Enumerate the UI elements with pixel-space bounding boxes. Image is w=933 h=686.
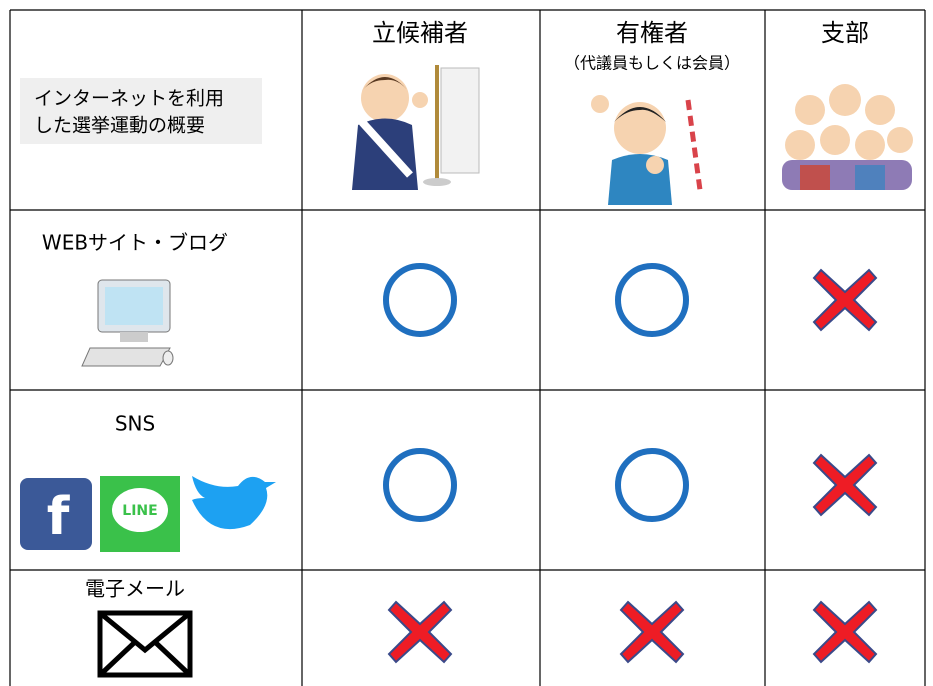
cross-shape	[619, 600, 685, 664]
not-allowed-mark	[619, 600, 685, 664]
cross-shape	[812, 600, 878, 664]
candidate-illustration	[352, 65, 480, 190]
row-label: SNS	[115, 412, 155, 436]
voter-illustration	[591, 95, 703, 205]
title-line: した選挙運動の概要	[34, 115, 205, 137]
not-allowed-mark	[387, 600, 453, 664]
column-header: 支部	[821, 19, 869, 47]
allowed-mark	[383, 448, 457, 522]
cross-shape	[812, 453, 878, 517]
column-subheader: （代議員もしくは会員）	[564, 54, 740, 73]
not-allowed-mark	[812, 600, 878, 664]
not-allowed-mark	[812, 268, 878, 332]
cross-shape	[812, 268, 878, 332]
table-grid	[9, 9, 926, 686]
envelope-icon	[97, 610, 193, 678]
group-illustration	[782, 84, 913, 190]
row-label: WEBサイト・ブログ	[42, 231, 228, 255]
title-line: インターネットを利用	[34, 88, 224, 110]
sns-icons: f LINE	[20, 476, 276, 552]
allowed-mark	[615, 448, 689, 522]
line-logo: LINE	[122, 503, 157, 519]
column-header: 立候補者	[372, 19, 468, 47]
cross-shape	[387, 600, 453, 664]
row-label: 電子メール	[85, 577, 185, 601]
facebook-logo: f	[47, 487, 71, 547]
allowed-mark	[383, 263, 457, 337]
column-header: 有権者	[616, 19, 688, 47]
not-allowed-mark	[812, 453, 878, 517]
computer-icon	[81, 279, 174, 367]
allowed-mark	[615, 263, 689, 337]
title-box	[20, 78, 262, 144]
